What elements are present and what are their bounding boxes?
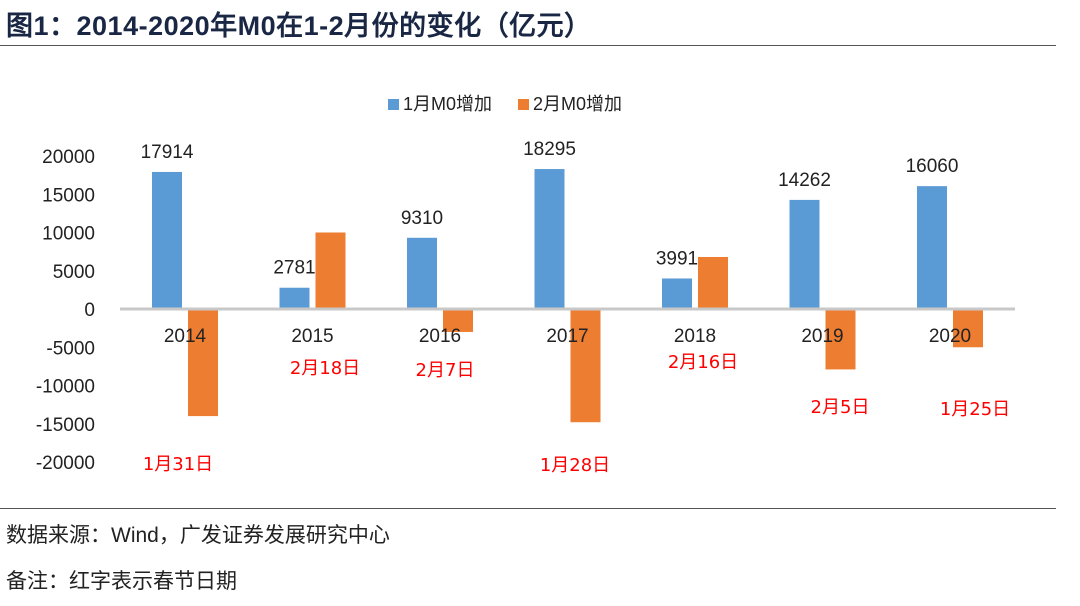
- holiday-date-annotation: 1月25日: [940, 399, 1010, 420]
- holiday-date-annotation: 2月5日: [811, 397, 870, 418]
- x-tick-label: 2015: [291, 326, 333, 347]
- bar-jan: [789, 199, 820, 309]
- y-tick-label: -20000: [36, 453, 95, 474]
- data-label: 14262: [778, 170, 831, 191]
- bar-feb: [315, 232, 346, 309]
- title-divider: [0, 45, 1056, 46]
- bar-jan: [917, 186, 947, 309]
- data-label: 2781: [273, 258, 315, 279]
- legend-label-feb: 2月M0增加: [533, 94, 623, 114]
- data-label: 16060: [906, 156, 959, 177]
- bar-feb: [570, 309, 601, 423]
- y-tick-label: 20000: [42, 147, 95, 168]
- footer-divider: [0, 508, 1056, 509]
- y-tick-label: -10000: [36, 377, 95, 398]
- x-tick-label: 2020: [929, 326, 971, 347]
- holiday-date-annotation: 2月7日: [416, 360, 475, 381]
- holiday-date-annotation: 1月31日: [143, 454, 213, 475]
- bar-jan: [152, 171, 182, 309]
- y-tick-label: 10000: [42, 224, 95, 245]
- bar-jan: [279, 287, 310, 309]
- bar-feb: [698, 256, 728, 309]
- legend-label-jan: 1月M0增加: [403, 94, 493, 114]
- remark-note: 备注：红字表示春节日期: [6, 570, 237, 593]
- legend-item-jan: 1月M0增加: [388, 90, 492, 116]
- source-note: 数据来源：Wind，广发证券发展研究中心: [6, 524, 390, 547]
- data-label: 17914: [141, 142, 194, 163]
- bar-jan: [407, 237, 437, 309]
- y-tick-label: -15000: [36, 415, 95, 436]
- bar-feb: [825, 309, 856, 370]
- bar-jan: [662, 278, 692, 309]
- y-tick-label: 0: [84, 300, 95, 321]
- x-tick-label: 2014: [164, 326, 207, 347]
- legend: 1月M0增加 2月M0增加: [388, 90, 622, 116]
- bar-jan: [534, 169, 565, 309]
- bar-feb: [188, 309, 218, 417]
- holiday-date-annotation: 2月16日: [668, 352, 738, 373]
- y-tick-label: 5000: [53, 262, 95, 283]
- page-title: 图1：2014-2020年M0在1-2月份的变化（亿元）: [6, 11, 592, 41]
- y-tick-label: 15000: [42, 185, 95, 206]
- data-label: 9310: [401, 208, 443, 229]
- bar-feb: [443, 309, 473, 332]
- x-tick-label: 2016: [419, 326, 461, 347]
- holiday-date-annotation: 2月18日: [290, 358, 360, 379]
- x-tick-label: 2017: [546, 326, 588, 347]
- data-label: 3991: [656, 248, 698, 269]
- legend-swatch-feb: [518, 99, 530, 110]
- data-label: 18295: [523, 139, 576, 160]
- holiday-date-annotation: 1月28日: [540, 455, 610, 476]
- legend-item-feb: 2月M0增加: [518, 90, 622, 116]
- y-tick-label: -5000: [46, 338, 95, 359]
- legend-swatch-jan: [388, 99, 399, 110]
- x-tick-label: 2018: [674, 326, 716, 347]
- bar-feb: [953, 309, 983, 348]
- x-tick-label: 2019: [801, 326, 843, 347]
